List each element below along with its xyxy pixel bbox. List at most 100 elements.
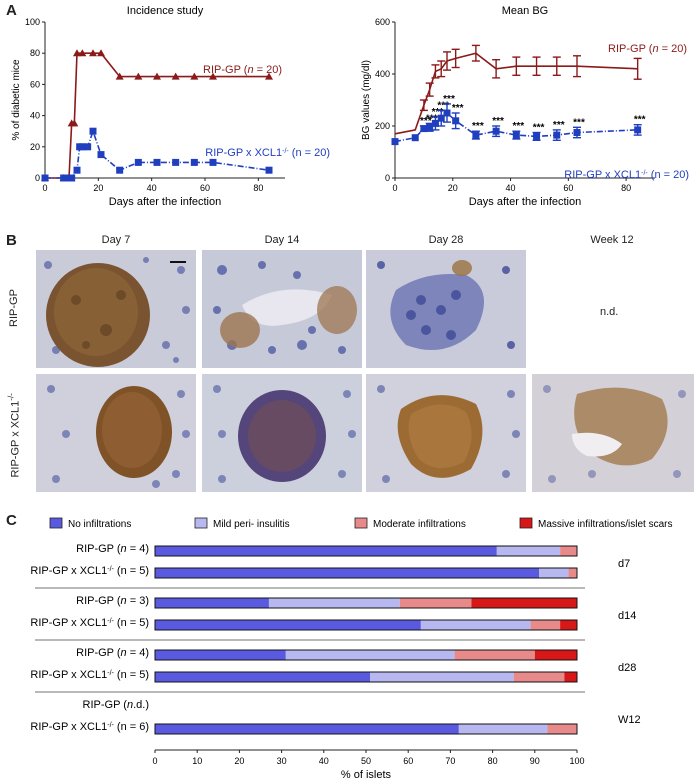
bar-segment (155, 546, 497, 556)
significance-label: *** (437, 100, 449, 111)
panel-label-c: C (6, 512, 17, 529)
data-point (41, 174, 49, 182)
micrograph-ripgp-day7 (36, 250, 196, 368)
micrograph-xcl1-day28 (366, 374, 526, 492)
bar-segment (454, 650, 535, 660)
data-point (84, 143, 92, 151)
significance-label: *** (426, 113, 438, 124)
micrograph-xcl1-week12 (532, 374, 694, 492)
data-point (116, 166, 124, 174)
data-point (553, 131, 561, 139)
data-point (68, 174, 76, 182)
incidence-chart: Incidence study 0 20 40 60 80 0 20 40 60 80 100 Days… (11, 5, 330, 208)
data-point (190, 72, 199, 80)
data-point (492, 127, 500, 135)
x-tick-label: 40 (319, 756, 329, 766)
data-point (73, 166, 81, 174)
data-point (70, 119, 79, 127)
bar-segment (155, 724, 459, 734)
group-label: d28 (618, 662, 636, 674)
y-tick-label: 0 (35, 173, 40, 183)
data-point (452, 117, 460, 125)
data-point (265, 166, 273, 174)
x-tick-label: 70 (445, 756, 455, 766)
bar-segment (155, 650, 286, 660)
data-point (89, 49, 97, 57)
bar-segment (399, 598, 472, 608)
y-tick-label: 60 (30, 79, 40, 89)
column-header-day14: Day 14 (264, 234, 300, 246)
x-tick-label: 20 (93, 183, 103, 193)
x-tick-label: 20 (234, 756, 244, 766)
micrograph-ripgp-day28 (366, 250, 526, 368)
legend-swatch (519, 517, 533, 529)
row-label: RIP-GP (n = 4) (76, 543, 149, 555)
bar-segment (513, 672, 565, 682)
bar-outline (154, 649, 578, 661)
column-header-day28: Day 28 (428, 234, 464, 246)
y-tick-label: 600 (375, 17, 390, 27)
islet-infiltration-chart: No infiltrations Mild peri- insulitis Mode… (30, 517, 672, 778)
data-point (115, 72, 124, 80)
micrograph-xcl1-day14 (202, 374, 362, 492)
legend-swatch (49, 517, 63, 529)
x-tick-label: 0 (152, 756, 157, 766)
x-tick-label: 60 (563, 183, 573, 193)
y-tick-label: 20 (30, 142, 40, 152)
data-point (78, 143, 86, 151)
row-label: RIP-GP (n = 3) (76, 595, 149, 607)
significance-label: *** (472, 121, 484, 132)
legend-swatch (354, 517, 368, 529)
row-label-ripgp: RIP-GP (8, 289, 20, 327)
data-point (60, 174, 68, 182)
bar-segment (560, 620, 577, 630)
data-point (134, 158, 142, 166)
group-label: W12 (618, 714, 641, 726)
data-point (153, 72, 161, 80)
y-tick-label: 80 (30, 48, 40, 58)
x-tick-label: 30 (277, 756, 287, 766)
y-tick-label: 400 (375, 69, 390, 79)
chart-title: Incidence study (127, 5, 204, 17)
series-label: RIP-GP x XCL1-/- (n = 20) (564, 169, 689, 181)
bar-segment (155, 672, 371, 682)
series-label: RIP-GP (n = 20) (203, 64, 282, 76)
bar-segment (534, 650, 577, 660)
data-point (573, 129, 581, 136)
series-label: RIP-GP (n = 20) (608, 43, 687, 55)
column-header-day7: Day 7 (101, 234, 131, 246)
data-point (134, 72, 143, 80)
data-point (420, 125, 428, 133)
legend-label: No infiltrations (68, 519, 131, 530)
significance-label: *** (573, 117, 585, 128)
row-label: RIP-GP x XCL1-/- (n = 5) (30, 565, 149, 577)
bar-segment (268, 598, 400, 608)
x-tick-label: 90 (530, 756, 540, 766)
significance-label: *** (420, 116, 432, 127)
bar-outline (154, 567, 578, 579)
significance-label: *** (533, 123, 545, 134)
significance-label: *** (634, 115, 646, 126)
bar-segment (370, 672, 514, 682)
x-tick-label: 40 (147, 183, 157, 193)
data-point (533, 132, 541, 140)
data-point (265, 72, 273, 80)
x-tick-label: 100 (569, 756, 584, 766)
legend-label: Mild peri- insulitis (213, 519, 290, 530)
bar-segment (285, 650, 455, 660)
x-axis-label: Days after the infection (469, 196, 582, 208)
row-label: RIP-GP x XCL1-/- (n = 6) (30, 721, 149, 733)
x-tick-label: 50 (361, 756, 371, 766)
significance-label: *** (553, 120, 565, 131)
significance-label: *** (452, 103, 464, 114)
data-point (97, 151, 105, 159)
significance-label: *** (492, 116, 504, 127)
significance-label: *** (443, 94, 455, 105)
y-axis-label: % of diabetic mice (11, 59, 22, 141)
significance-label: *** (512, 121, 524, 132)
data-point (209, 72, 217, 80)
x-tick-label: 80 (488, 756, 498, 766)
column-header-week12: Week 12 (590, 234, 634, 246)
data-point (78, 49, 87, 57)
micrograph-ripgp-day14 (202, 250, 362, 368)
